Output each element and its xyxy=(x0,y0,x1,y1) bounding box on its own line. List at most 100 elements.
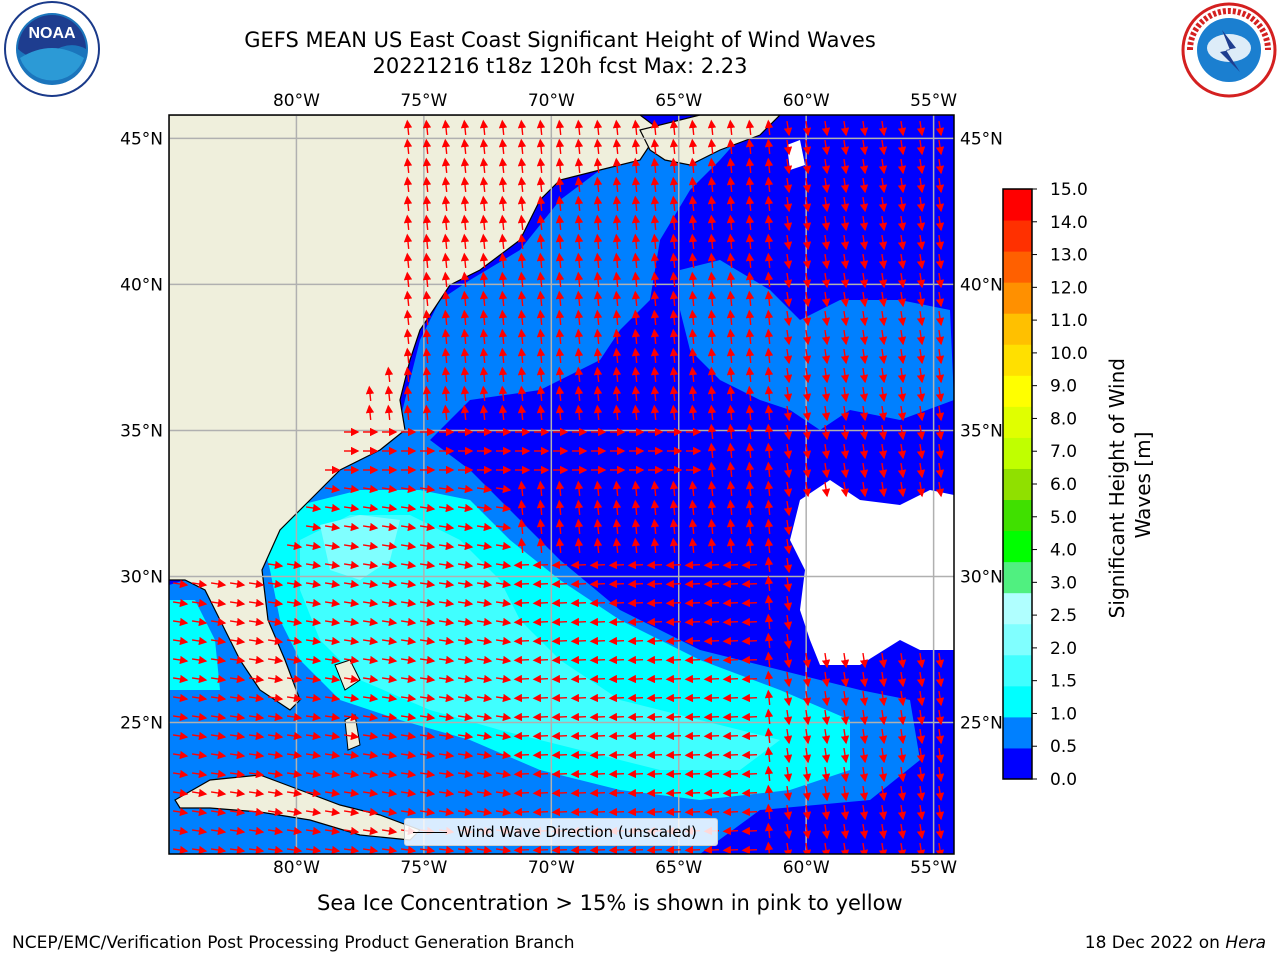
wave-direction-arrow xyxy=(441,385,451,402)
wave-direction-arrow xyxy=(495,560,512,570)
wave-direction-arrow xyxy=(726,119,736,136)
wave-direction-arrow xyxy=(878,139,888,156)
wave-direction-arrow xyxy=(707,442,717,459)
wave-direction-arrow xyxy=(745,461,755,478)
wave-direction-arrow xyxy=(362,674,379,684)
wave-direction-arrow xyxy=(897,424,907,441)
wave-direction-arrow xyxy=(513,560,530,570)
wave-direction-arrow xyxy=(324,731,341,741)
wave-direction-arrow xyxy=(324,788,341,798)
wave-direction-arrow xyxy=(821,234,831,251)
wave-direction-arrow xyxy=(859,272,869,289)
wave-direction-arrow xyxy=(859,481,869,498)
wave-direction-arrow xyxy=(665,712,682,722)
wave-direction-arrow xyxy=(305,579,322,589)
wave-direction-arrow xyxy=(745,176,755,193)
wave-direction-arrow xyxy=(650,480,660,497)
wave-direction-arrow xyxy=(536,385,546,402)
wave-direction-arrow xyxy=(897,823,907,840)
wave-direction-arrow xyxy=(570,712,587,722)
wave-direction-arrow xyxy=(555,537,565,554)
wave-direction-arrow xyxy=(536,233,546,250)
wave-direction-arrow xyxy=(305,522,322,532)
wave-direction-arrow xyxy=(741,655,758,665)
wave-direction-arrow xyxy=(783,576,793,593)
wave-direction-arrow xyxy=(286,826,303,836)
wave-direction-arrow xyxy=(570,769,587,779)
wave-direction-arrow xyxy=(589,636,606,646)
wave-direction-arrow xyxy=(631,157,641,174)
wave-direction-arrow xyxy=(403,233,413,250)
wave-direction-arrow xyxy=(669,290,679,307)
wave-direction-arrow xyxy=(707,119,717,136)
wave-direction-arrow xyxy=(802,253,812,270)
wave-direction-arrow xyxy=(517,252,527,269)
wave-direction-arrow xyxy=(916,234,926,251)
wave-direction-arrow xyxy=(479,119,489,136)
wave-direction-arrow xyxy=(438,560,455,570)
wave-direction-arrow xyxy=(935,253,945,270)
wave-direction-arrow xyxy=(248,750,265,760)
wave-direction-arrow xyxy=(669,214,679,231)
wave-direction-arrow xyxy=(859,367,869,384)
wave-direction-arrow xyxy=(479,404,489,421)
wave-direction-arrow xyxy=(438,598,455,608)
wave-direction-arrow xyxy=(821,766,831,783)
wave-direction-arrow xyxy=(229,636,246,646)
wave-direction-arrow xyxy=(422,176,432,193)
wave-direction-arrow xyxy=(935,424,945,441)
wave-direction-arrow xyxy=(764,822,774,839)
wave-direction-arrow xyxy=(840,139,850,156)
wave-direction-arrow xyxy=(897,253,907,270)
wave-direction-arrow xyxy=(802,481,812,498)
wave-direction-arrow xyxy=(570,579,587,589)
wave-direction-arrow xyxy=(286,560,303,570)
wave-direction-arrow xyxy=(172,693,189,703)
wave-direction-arrow xyxy=(741,845,758,854)
wave-direction-arrow xyxy=(229,750,246,760)
wave-direction-arrow xyxy=(916,405,926,422)
wave-direction-arrow xyxy=(684,788,701,798)
wave-direction-arrow xyxy=(574,214,584,231)
wave-direction-arrow xyxy=(783,310,793,327)
wave-direction-arrow xyxy=(722,826,739,836)
wave-direction-arrow xyxy=(783,405,793,422)
wave-direction-arrow xyxy=(229,674,246,684)
wave-direction-arrow xyxy=(897,671,907,688)
wave-direction-arrow xyxy=(631,195,641,212)
wave-direction-arrow xyxy=(438,731,455,741)
wave-direction-arrow xyxy=(403,385,413,402)
wave-direction-arrow xyxy=(172,674,189,684)
wave-direction-arrow xyxy=(878,804,888,821)
wave-direction-arrow xyxy=(627,750,644,760)
wave-direction-arrow xyxy=(688,385,698,402)
wave-direction-arrow xyxy=(589,693,606,703)
wave-direction-arrow xyxy=(802,443,812,460)
wave-direction-arrow xyxy=(783,519,793,536)
wave-direction-arrow xyxy=(343,560,360,570)
wave-direction-arrow xyxy=(248,807,265,817)
wave-direction-arrow xyxy=(400,484,417,494)
wave-direction-arrow xyxy=(608,750,625,760)
colorbar-tick-label: 1.0 xyxy=(1050,704,1077,724)
wave-direction-arrow xyxy=(897,158,907,175)
wave-direction-arrow xyxy=(400,788,417,798)
chart-subtitle: 20221216 t18z 120h fcst Max: 2.23 xyxy=(372,54,748,78)
wave-direction-arrow xyxy=(343,541,360,551)
wave-direction-arrow xyxy=(631,347,641,364)
colorbar-tick-label: 14.0 xyxy=(1050,213,1088,233)
wave-direction-arrow xyxy=(707,214,717,231)
wave-direction-arrow xyxy=(343,484,360,494)
wave-direction-arrow xyxy=(741,769,758,779)
wave-direction-arrow xyxy=(593,499,603,516)
wave-direction-arrow xyxy=(631,138,641,155)
wave-direction-arrow xyxy=(859,804,869,821)
wave-direction-arrow xyxy=(172,579,189,589)
wave-direction-arrow xyxy=(536,537,546,554)
wave-direction-arrow xyxy=(688,138,698,155)
wave-direction-arrow xyxy=(726,423,736,440)
wave-direction-arrow xyxy=(536,176,546,193)
wave-direction-arrow xyxy=(381,826,398,836)
wave-direction-arrow xyxy=(536,271,546,288)
